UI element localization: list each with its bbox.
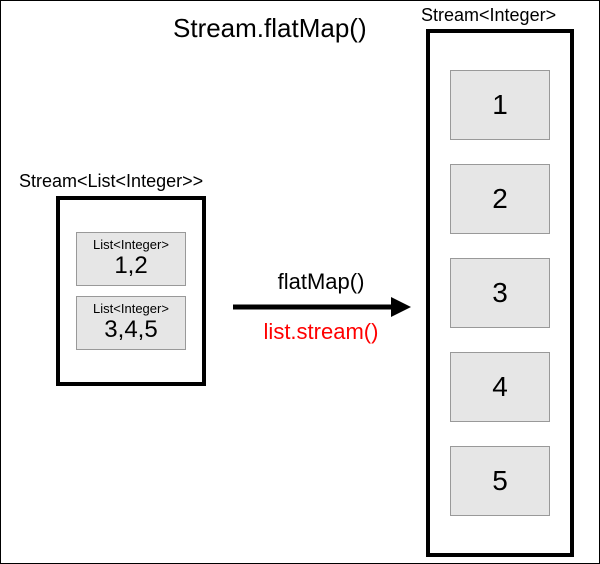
left-stream-box: List<Integer> 1,2 List<Integer> 3,4,5 <box>56 196 206 386</box>
right-stream-box: 1 2 3 4 5 <box>426 29 574 557</box>
diagram-canvas: Stream.flatMap() Stream<List<Integer>> L… <box>0 0 600 564</box>
left-stream-label: Stream<List<Integer>> <box>19 171 203 192</box>
integer-box: 2 <box>450 164 550 234</box>
flatmap-arrow-group: flatMap() list.stream() <box>231 269 411 345</box>
arrow-top-label: flatMap() <box>278 269 365 295</box>
integer-box: 5 <box>450 446 550 516</box>
integer-box: 1 <box>450 70 550 140</box>
list-type-label: List<Integer> <box>93 301 169 317</box>
arrow-icon <box>231 295 411 319</box>
list-type-label: List<Integer> <box>93 237 169 253</box>
integer-box: 4 <box>450 352 550 422</box>
list-value: 3,4,5 <box>104 317 157 343</box>
integer-box: 3 <box>450 258 550 328</box>
list-box: List<Integer> 3,4,5 <box>76 296 186 350</box>
list-value: 1,2 <box>114 253 147 279</box>
right-stream-label: Stream<Integer> <box>421 5 556 26</box>
arrow-bottom-label: list.stream() <box>264 319 379 345</box>
diagram-title: Stream.flatMap() <box>173 13 367 44</box>
list-box: List<Integer> 1,2 <box>76 232 186 286</box>
